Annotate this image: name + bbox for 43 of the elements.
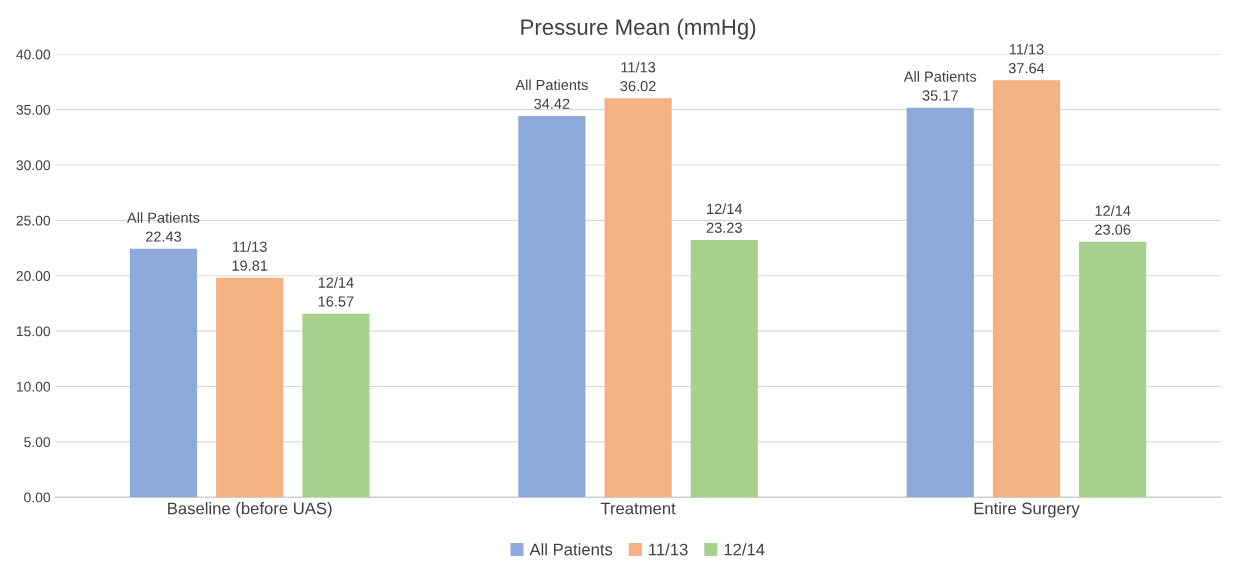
text: 11/13 <box>1009 43 1044 55</box>
data-label: 23.23 <box>706 222 742 233</box>
legend-label: All Patients <box>529 543 613 556</box>
y-tick-label: 15.00 <box>16 326 51 337</box>
y-tick-label: 25.00 <box>16 215 51 226</box>
text: 12/14 <box>1095 205 1131 216</box>
text: 12/14 <box>707 203 743 215</box>
text: All Patients <box>903 71 977 82</box>
data-label: 19.81 <box>232 260 268 271</box>
legend-label: 11/13 <box>649 543 688 556</box>
bar <box>992 80 1061 498</box>
y-tick-label: 40.00 <box>16 49 51 60</box>
bar <box>302 313 370 498</box>
bar <box>216 277 284 498</box>
data-label: 35.17 <box>922 90 958 101</box>
x-tick-label: Entire Surgery <box>974 502 1080 518</box>
y-tick-label: 5.00 <box>24 437 51 447</box>
y-tick-label: 10.00 <box>16 381 51 392</box>
chart-title: Pressure Mean (mmHg) <box>521 18 756 40</box>
bar <box>604 98 672 498</box>
data-label: 23.06 <box>1095 224 1131 235</box>
text: 12/14 <box>318 277 354 288</box>
text: All Patients <box>515 79 588 91</box>
data-label: 34.42 <box>534 98 570 109</box>
data-label: 22.43 <box>145 231 182 242</box>
bar <box>690 239 758 498</box>
y-tick-label: 30.00 <box>16 160 51 171</box>
legend-label: 12/14 <box>724 543 765 556</box>
x-tick-label: Treatment <box>600 502 676 515</box>
bar <box>518 116 586 498</box>
data-label: 36.02 <box>620 80 656 92</box>
bar <box>1079 241 1147 498</box>
text: 11/13 <box>621 61 656 73</box>
y-tick-label: 35.00 <box>16 104 51 115</box>
text: 11/13 <box>233 241 267 252</box>
y-tick-label: 20.00 <box>16 271 51 281</box>
y-tick-label: 0.00 <box>24 492 51 503</box>
bar <box>129 248 198 498</box>
text: All Patients <box>127 212 200 223</box>
data-label: 16.57 <box>318 296 354 307</box>
data-label: 37.64 <box>1008 63 1045 74</box>
bar <box>906 107 974 498</box>
x-tick-label: Baseline (before UAS) <box>168 502 332 518</box>
